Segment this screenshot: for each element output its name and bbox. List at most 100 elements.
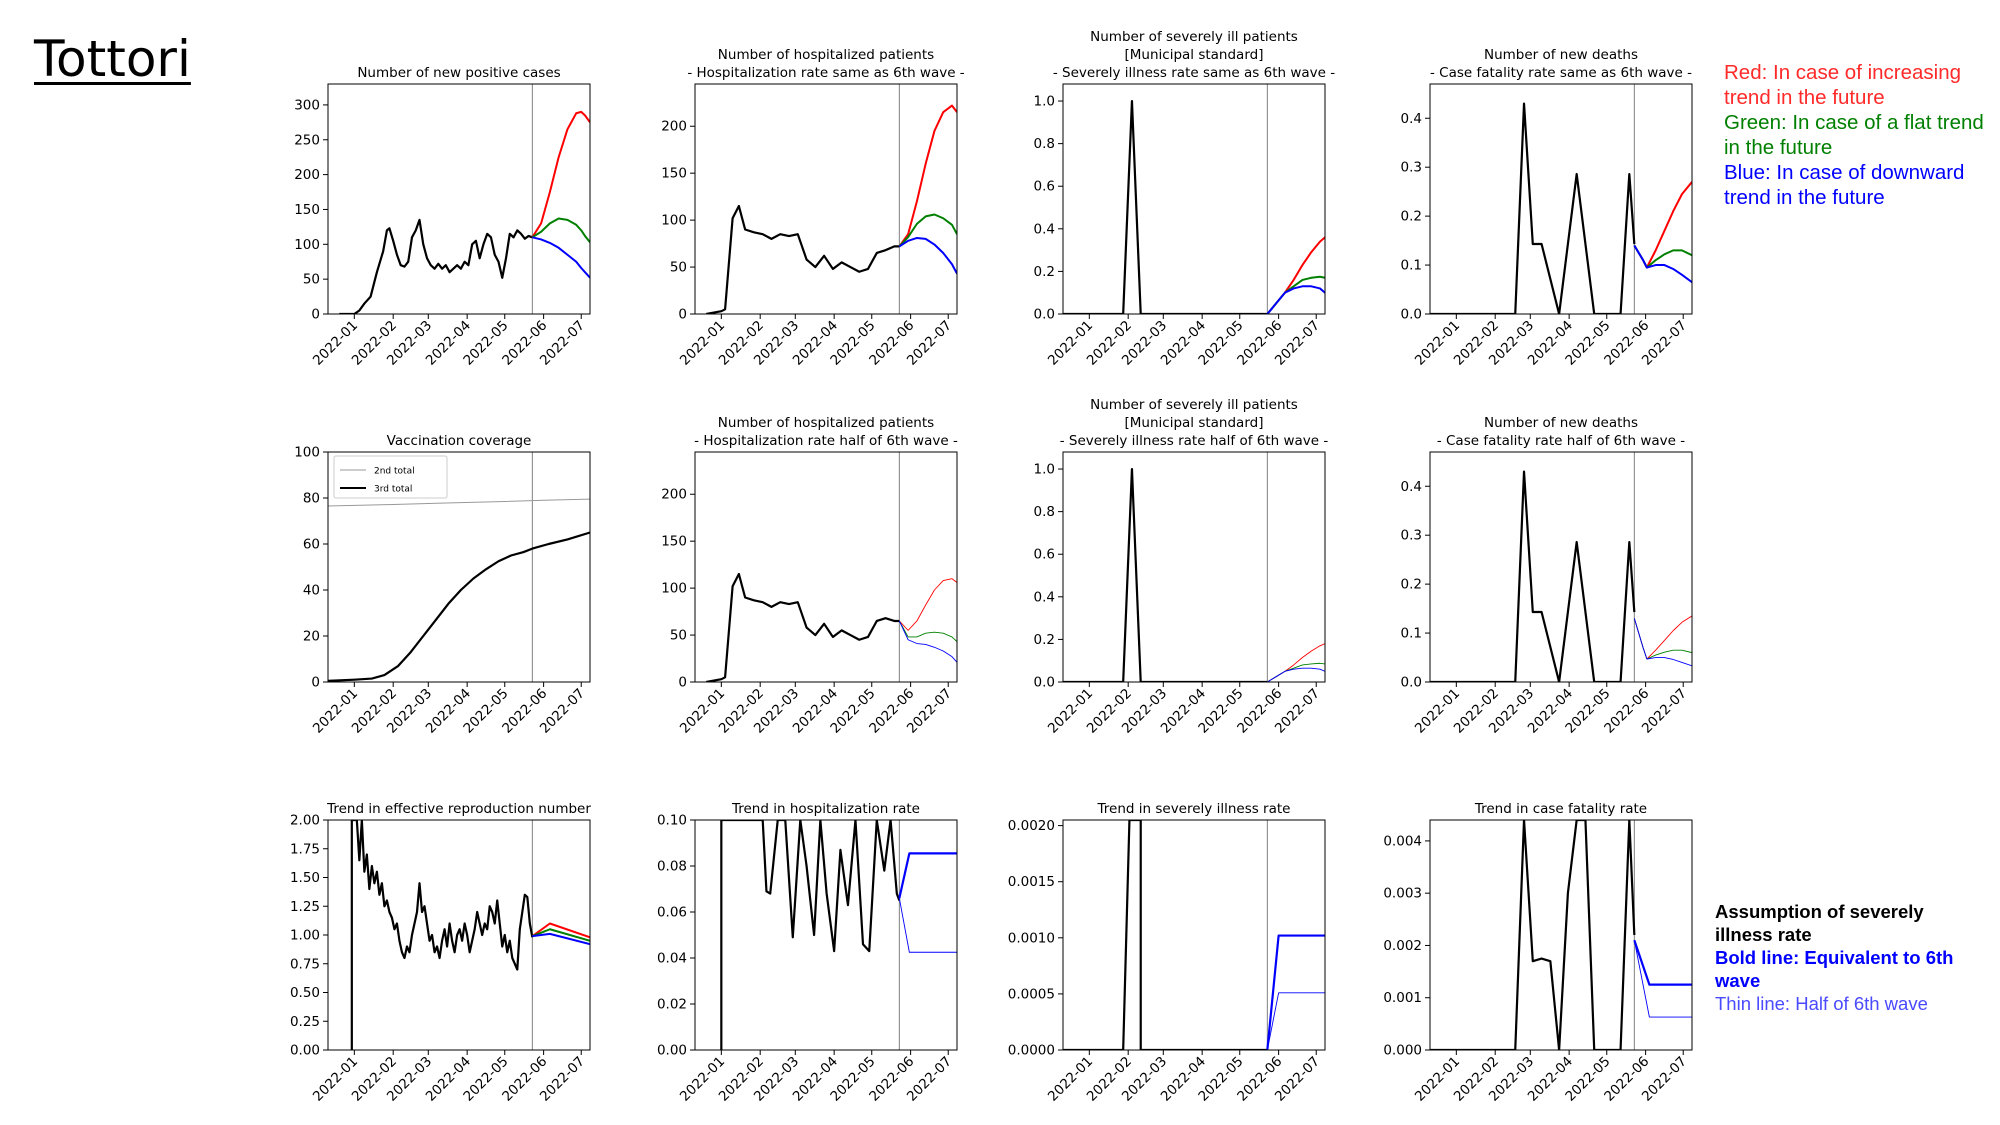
y-tick-label: 0.0 <box>1034 675 1055 691</box>
series-line-observed <box>1430 102 1636 314</box>
y-tick-label: 300 <box>294 97 320 113</box>
series-group <box>1063 467 1325 682</box>
series-group <box>720 820 957 1050</box>
y-tick-label: 0.00 <box>657 1043 687 1059</box>
chart-title-severe-half-1: [Municipal standard] <box>1125 415 1264 431</box>
legend-entry-label: 2nd total <box>374 467 415 477</box>
series-line-increase <box>531 110 590 238</box>
plot-frame <box>1062 451 1326 683</box>
chart-title-vaccination-0: Vaccination coverage <box>387 433 532 449</box>
y-tick-label: 40 <box>303 583 320 599</box>
chart-title-severe-half-2: - Severely illness rate half of 6th wave… <box>1060 433 1329 449</box>
line-legend-bold: Bold line: Equivalent to 6th wave <box>1715 947 1954 991</box>
series-line-observed <box>706 572 900 682</box>
chart-severe-same: Number of severely ill patients [Municipa… <box>1034 29 1336 369</box>
series-line-increase <box>899 578 957 631</box>
y-tick-label: 100 <box>294 237 320 253</box>
series-line-flat <box>898 213 957 248</box>
y-tick-label: 0.3 <box>1401 528 1422 544</box>
y-tick-label: 0.0000 <box>1008 1043 1055 1059</box>
y-tick-label: 0.75 <box>290 956 320 972</box>
plot-frame <box>1429 451 1693 683</box>
chart-title-reproduction-0: Trend in effective reproduction number <box>326 801 591 817</box>
y-tick-label: 0.2 <box>1034 632 1055 648</box>
y-tick-label: 200 <box>661 119 687 135</box>
y-tick-label: 0.003 <box>1383 886 1422 902</box>
y-tick-label: 250 <box>294 132 320 148</box>
chart-title-severe-same-2: - Severely illness rate same as 6th wave… <box>1053 65 1335 81</box>
chart-reproduction: Trend in effective reproduction number 0.… <box>290 801 591 1105</box>
series-line-decrease <box>1266 285 1325 314</box>
y-tick-label: 1.75 <box>290 841 320 857</box>
series-line-flat <box>1267 662 1325 682</box>
plot-frame <box>1062 819 1326 1051</box>
plot-frame <box>694 451 958 683</box>
series-line-decrease <box>1266 934 1325 1050</box>
y-tick-label: 100 <box>661 213 687 229</box>
series-line-decrease <box>1633 244 1692 283</box>
y-tick-label: 0.001 <box>1383 990 1422 1006</box>
series-group <box>339 110 590 314</box>
y-tick-label: 0.08 <box>657 859 687 875</box>
y-tick-label: 0.0005 <box>1008 986 1055 1002</box>
y-tick-label: 0.00 <box>290 1043 320 1059</box>
y-tick-label: 0 <box>678 307 687 323</box>
series-line-decrease <box>898 852 957 899</box>
y-tick-label: 0.3 <box>1401 160 1422 176</box>
plot-frame <box>694 819 958 1051</box>
series-line-flat <box>531 217 590 243</box>
chart-title-hospitalized-half-1: - Hospitalization rate half of 6th wave … <box>694 433 958 449</box>
chart-title-severe-rate-0: Trend in severely illness rate <box>1097 801 1291 817</box>
y-tick-label: 150 <box>661 166 687 182</box>
y-tick-label: 0.4 <box>1401 111 1422 127</box>
y-tick-label: 80 <box>303 491 320 507</box>
y-tick-label: 1.00 <box>290 928 320 944</box>
y-tick-label: 0.0 <box>1034 307 1055 323</box>
series-group <box>1063 820 1325 1050</box>
plot-frame <box>327 83 591 315</box>
y-tick-label: 0.50 <box>290 985 320 1001</box>
y-tick-label: 0.1 <box>1401 626 1422 642</box>
series-line-observed <box>720 820 901 1050</box>
chart-title-hosp-rate-0: Trend in hospitalization rate <box>731 801 920 817</box>
chart-title-deaths-same-0: Number of new deaths <box>1484 47 1638 63</box>
y-tick-label: 1.25 <box>290 899 320 915</box>
legend-entry-label: 3rd total <box>374 485 412 495</box>
y-tick-label: 0.4 <box>1034 221 1055 237</box>
y-tick-label: 0.0020 <box>1008 818 1055 834</box>
y-tick-label: 0.10 <box>657 813 687 829</box>
y-tick-label: 0.0015 <box>1008 874 1055 890</box>
series-line-decrease <box>1267 667 1325 682</box>
y-tick-label: 0.25 <box>290 1014 320 1030</box>
line-legend-thin: Thin line: Half of 6th wave <box>1715 993 1928 1014</box>
line-legend-heading: Assumption of severely illness rate <box>1715 901 1924 945</box>
chart-title-severe-half-0: Number of severely ill patients <box>1090 397 1298 413</box>
chart-title-new-cases-0: Number of new positive cases <box>357 65 560 81</box>
y-tick-label: 0.2 <box>1401 577 1422 593</box>
series-group <box>706 104 957 314</box>
y-tick-label: 0.0010 <box>1008 930 1055 946</box>
y-tick-label: 1.0 <box>1034 94 1055 110</box>
y-tick-label: 50 <box>670 628 687 644</box>
y-tick-label: 0.0 <box>1401 675 1422 691</box>
series-line-3rd-total <box>328 531 590 682</box>
scenario-legend: Red: In case of increasing trend in the … <box>1724 60 1984 210</box>
series-line-decrease <box>1266 992 1325 1050</box>
chart-title-severe-same-1: [Municipal standard] <box>1125 47 1264 63</box>
y-tick-label: 0.8 <box>1034 504 1055 520</box>
series-line-observed <box>1430 470 1636 682</box>
y-tick-label: 0 <box>311 307 320 323</box>
y-tick-label: 150 <box>661 534 687 550</box>
chart-deaths-same: Number of new deaths - Case fatality rate… <box>1401 47 1693 369</box>
y-tick-label: 0 <box>311 675 320 691</box>
series-line-flat <box>1633 618 1692 660</box>
y-tick-label: 0.04 <box>657 951 687 967</box>
series-group <box>1063 99 1325 314</box>
series-group <box>1430 820 1692 1050</box>
y-tick-label: 200 <box>294 167 320 183</box>
y-tick-label: 0.4 <box>1034 589 1055 605</box>
y-tick-label: 1.0 <box>1034 462 1055 478</box>
chart-hospitalized-half: Number of hospitalized patients - Hospita… <box>661 415 958 737</box>
chart-title-deaths-half-0: Number of new deaths <box>1484 415 1638 431</box>
